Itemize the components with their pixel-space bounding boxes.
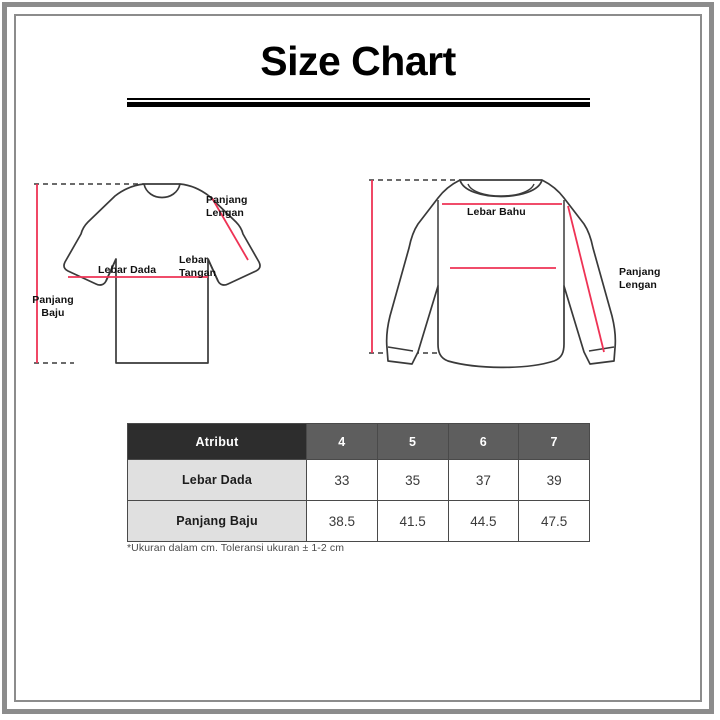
size-table-header: Atribut 4 5 6 7 — [127, 423, 590, 460]
measure-panjang-lengan-line — [567, 205, 605, 353]
table-row: Lebar Dada 33 35 37 39 — [127, 459, 590, 501]
table-header-row: Atribut 4 5 6 7 — [127, 423, 590, 460]
cell-lebar-dada-6: 37 — [447, 459, 520, 501]
label-lebar-tangan: Lebar Tangan — [179, 254, 217, 279]
long-sleeve-collar-inner — [467, 183, 535, 197]
cell-panjang-baju-7: 47.5 — [518, 500, 590, 542]
cell-lebar-dada-7: 39 — [518, 459, 590, 501]
outer-border-frame — [2, 2, 714, 714]
column-header-size-7: 7 — [518, 423, 590, 460]
short-sleeve-tshirt-svg — [34, 183, 261, 364]
footnote-text: *Ukuran dalam cm. Toleransi ukuran ± 1-2… — [127, 542, 345, 554]
tshirt-body-outline — [63, 183, 261, 364]
long-sleeve-right-cuff — [588, 346, 615, 352]
divider-thin-line — [127, 98, 590, 100]
long-sleeve-shirt-figure: Lebar Bahu Panjang Lengan — [356, 156, 700, 391]
label-panjang-lengan-long: Panjang Lengan — [619, 266, 661, 291]
long-sleeve-shirt-svg — [369, 179, 617, 369]
size-table-body: Lebar Dada 33 35 37 39 Panjang Baju 38.5… — [127, 459, 590, 542]
cell-panjang-baju-5: 41.5 — [376, 500, 449, 542]
tshirt-right-sleeve-seam — [207, 258, 219, 282]
long-sleeve-body-outline — [385, 179, 617, 369]
divider-thick-line — [127, 102, 590, 107]
row-label-panjang-baju: Panjang Baju — [127, 500, 307, 542]
illustration-area: Panjang Lengan Lebar Dada Lebar Tangan P… — [16, 156, 700, 386]
column-header-size-6: 6 — [447, 423, 520, 460]
label-lebar-dada: Lebar Dada — [98, 264, 157, 276]
measure-panjang-lengan-line — [211, 197, 249, 261]
cell-panjang-baju-6: 44.5 — [447, 500, 520, 542]
tshirt-collar — [143, 183, 181, 199]
cell-lebar-dada-5: 35 — [376, 459, 449, 501]
label-panjang-lengan-short: Panjang Lengan — [206, 194, 248, 219]
table-row: Panjang Baju 38.5 41.5 44.5 47.5 — [127, 500, 590, 542]
title-block: Size Chart — [16, 36, 700, 86]
size-chart-page: Size Chart — [16, 16, 700, 700]
cell-panjang-baju-4: 38.5 — [306, 500, 378, 542]
title-divider — [127, 98, 590, 107]
row-label-lebar-dada: Lebar Dada — [127, 459, 307, 501]
column-header-attribut: Atribut — [127, 423, 307, 460]
cell-lebar-dada-4: 33 — [306, 459, 378, 501]
label-panjang-baju: Panjang Baju — [32, 294, 74, 319]
column-header-size-4: 4 — [306, 423, 378, 460]
column-header-size-5: 5 — [376, 423, 449, 460]
page-title: Size Chart — [260, 38, 456, 84]
long-sleeve-left-cuff — [387, 346, 414, 352]
size-table: Atribut 4 5 6 7 Lebar Dada 33 35 37 39 P… — [127, 423, 590, 542]
short-sleeve-tshirt-figure: Panjang Lengan Lebar Dada Lebar Tangan P… — [16, 156, 356, 391]
label-lebar-bahu: Lebar Bahu — [467, 206, 526, 218]
